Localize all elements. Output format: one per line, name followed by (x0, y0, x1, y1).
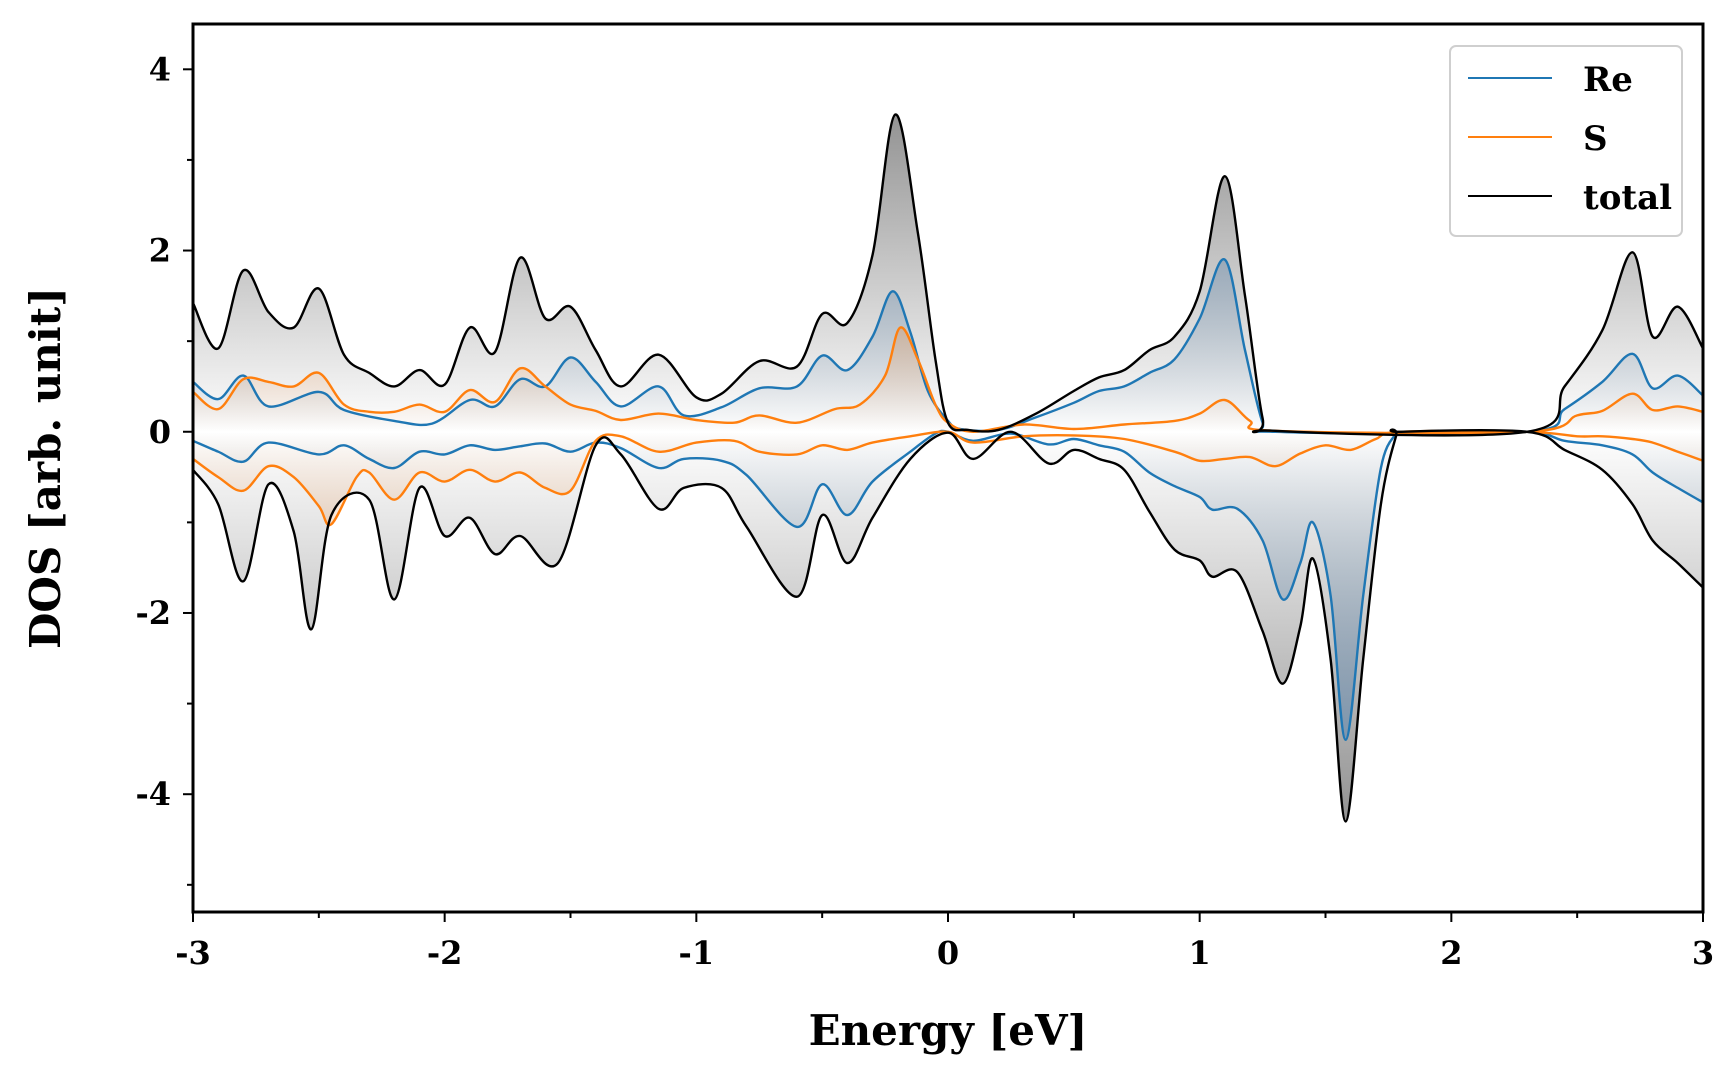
x-tick-label: 3 (1692, 934, 1714, 972)
legend-label-re: Re (1583, 60, 1633, 100)
x-axis-ticks: -3 -2 -1 0 1 2 3 (175, 912, 1714, 972)
line-total-up (191, 113, 1705, 437)
fill-total-up (193, 114, 1703, 436)
x-tick-label: 1 (1189, 934, 1211, 972)
x-tick-label: -1 (679, 934, 715, 972)
fill-re-down (193, 430, 1703, 740)
fill-re-up (193, 259, 1703, 434)
y-tick-label: 4 (149, 50, 171, 88)
y-tick-label: -2 (135, 594, 171, 632)
x-tick-label: -3 (175, 934, 211, 972)
legend: Re S total (1449, 45, 1683, 237)
x-axis-label: Energy [eV] (809, 1006, 1088, 1055)
line-total-down (192, 428, 1704, 823)
x-tick-label: 2 (1440, 934, 1462, 972)
fill-s-up (193, 327, 1703, 434)
x-tick-label: 0 (937, 934, 959, 972)
y-tick-label: 0 (149, 413, 171, 451)
legend-label-s: S (1583, 119, 1608, 159)
line-s-down (192, 429, 1704, 527)
fill-s-down (193, 431, 1703, 526)
series-lines (191, 113, 1705, 823)
y-axis-ticks: -4 -2 0 2 4 (135, 50, 193, 886)
y-tick-label: 2 (149, 232, 171, 270)
line-re-down (192, 429, 1704, 741)
y-tick-label: -4 (135, 775, 171, 813)
y-axis-label: DOS [arb. unit] (21, 287, 70, 649)
x-tick-label: -2 (427, 934, 463, 972)
legend-box (1449, 45, 1683, 237)
legend-label-total: total (1583, 178, 1672, 218)
